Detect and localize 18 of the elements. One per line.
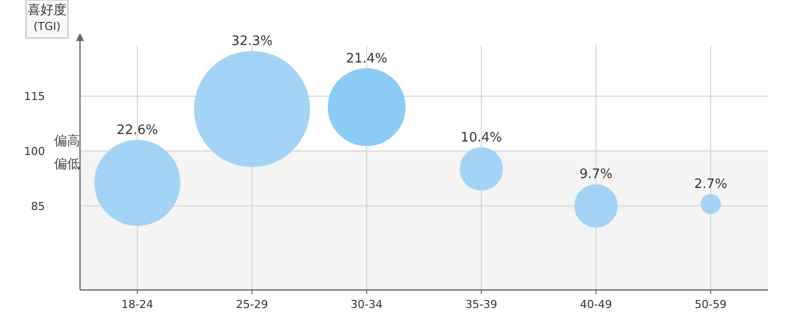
y-tick-label: 115: [24, 90, 45, 104]
y-axis-title: 喜好度 (TGI): [28, 2, 66, 33]
x-tick-label: 18-24: [121, 298, 154, 311]
annotation: 10.4%: [460, 130, 502, 146]
x-tick-label: 40-49: [580, 298, 612, 311]
x-tick-label: 30-34: [350, 298, 383, 311]
x-tick-label: 50-59: [694, 298, 727, 311]
y-tick-label: 85: [31, 200, 45, 213]
band-label: 偏低: [54, 157, 80, 172]
x-tick-label: 25-29: [236, 298, 268, 311]
annotation: 2.7%: [694, 177, 728, 192]
annotation: 偏高: [54, 133, 80, 150]
annotation: 21.4%: [346, 51, 388, 66]
annotation: 22.6%: [116, 122, 158, 138]
annotation: 32.3%: [231, 34, 273, 49]
x-tick-label: 35-39: [465, 298, 498, 311]
annotation: 9.7%: [579, 167, 613, 182]
y-tick-label: 100: [24, 145, 45, 158]
